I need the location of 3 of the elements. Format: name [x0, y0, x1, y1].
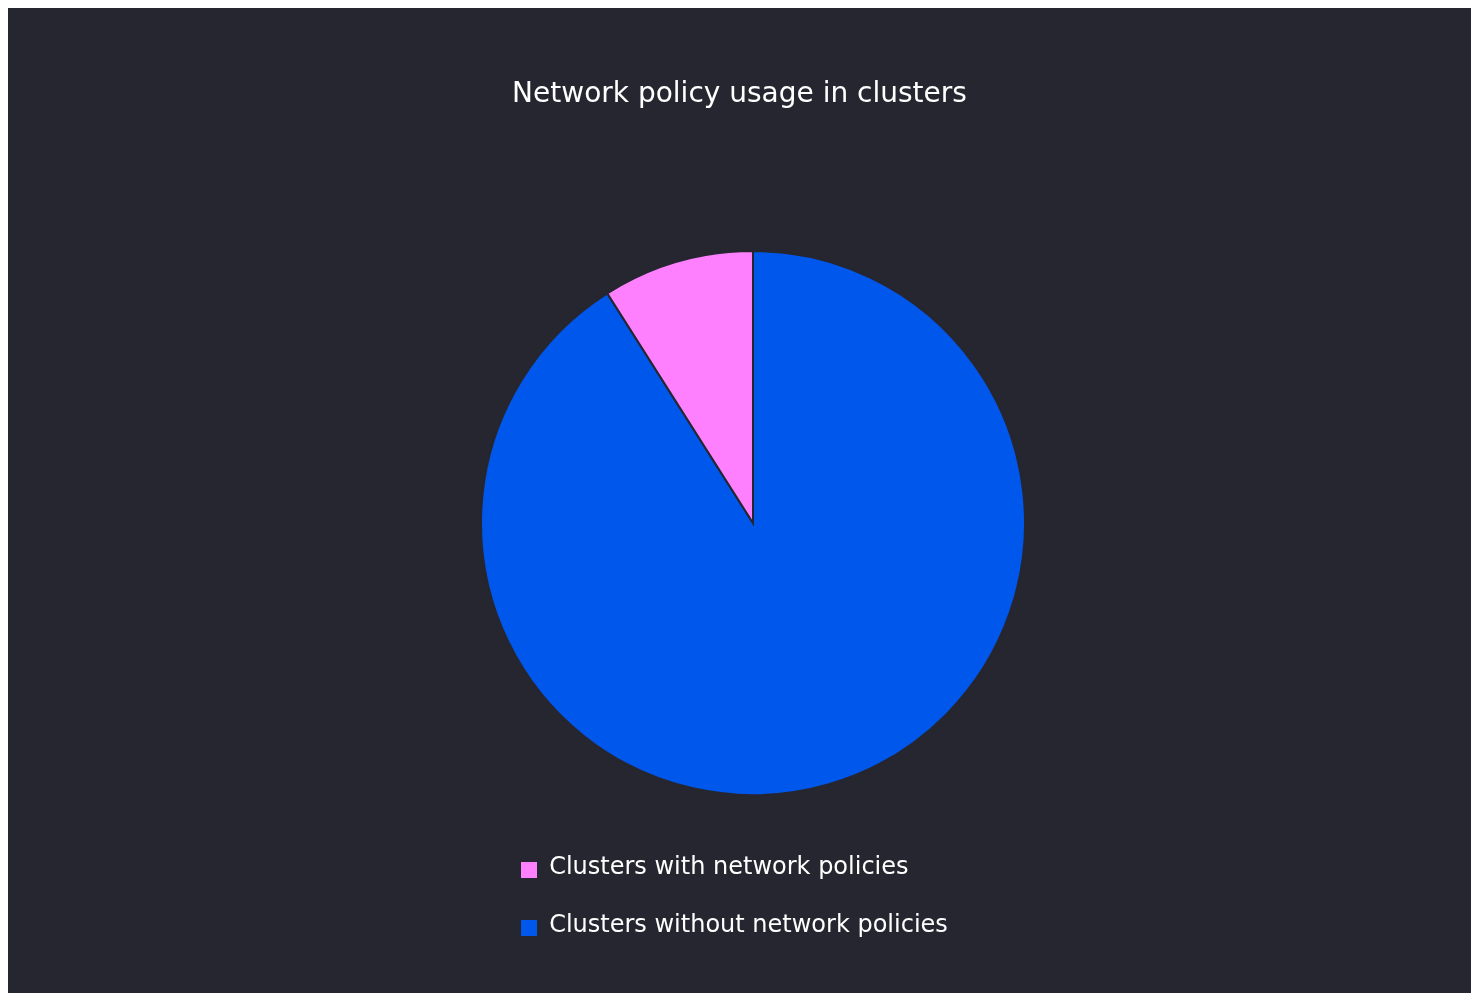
legend-label: Clusters with network policies: [549, 852, 909, 880]
legend-label: Clusters without network policies: [549, 910, 948, 938]
chart-title: Network policy usage in clusters: [511, 76, 968, 109]
